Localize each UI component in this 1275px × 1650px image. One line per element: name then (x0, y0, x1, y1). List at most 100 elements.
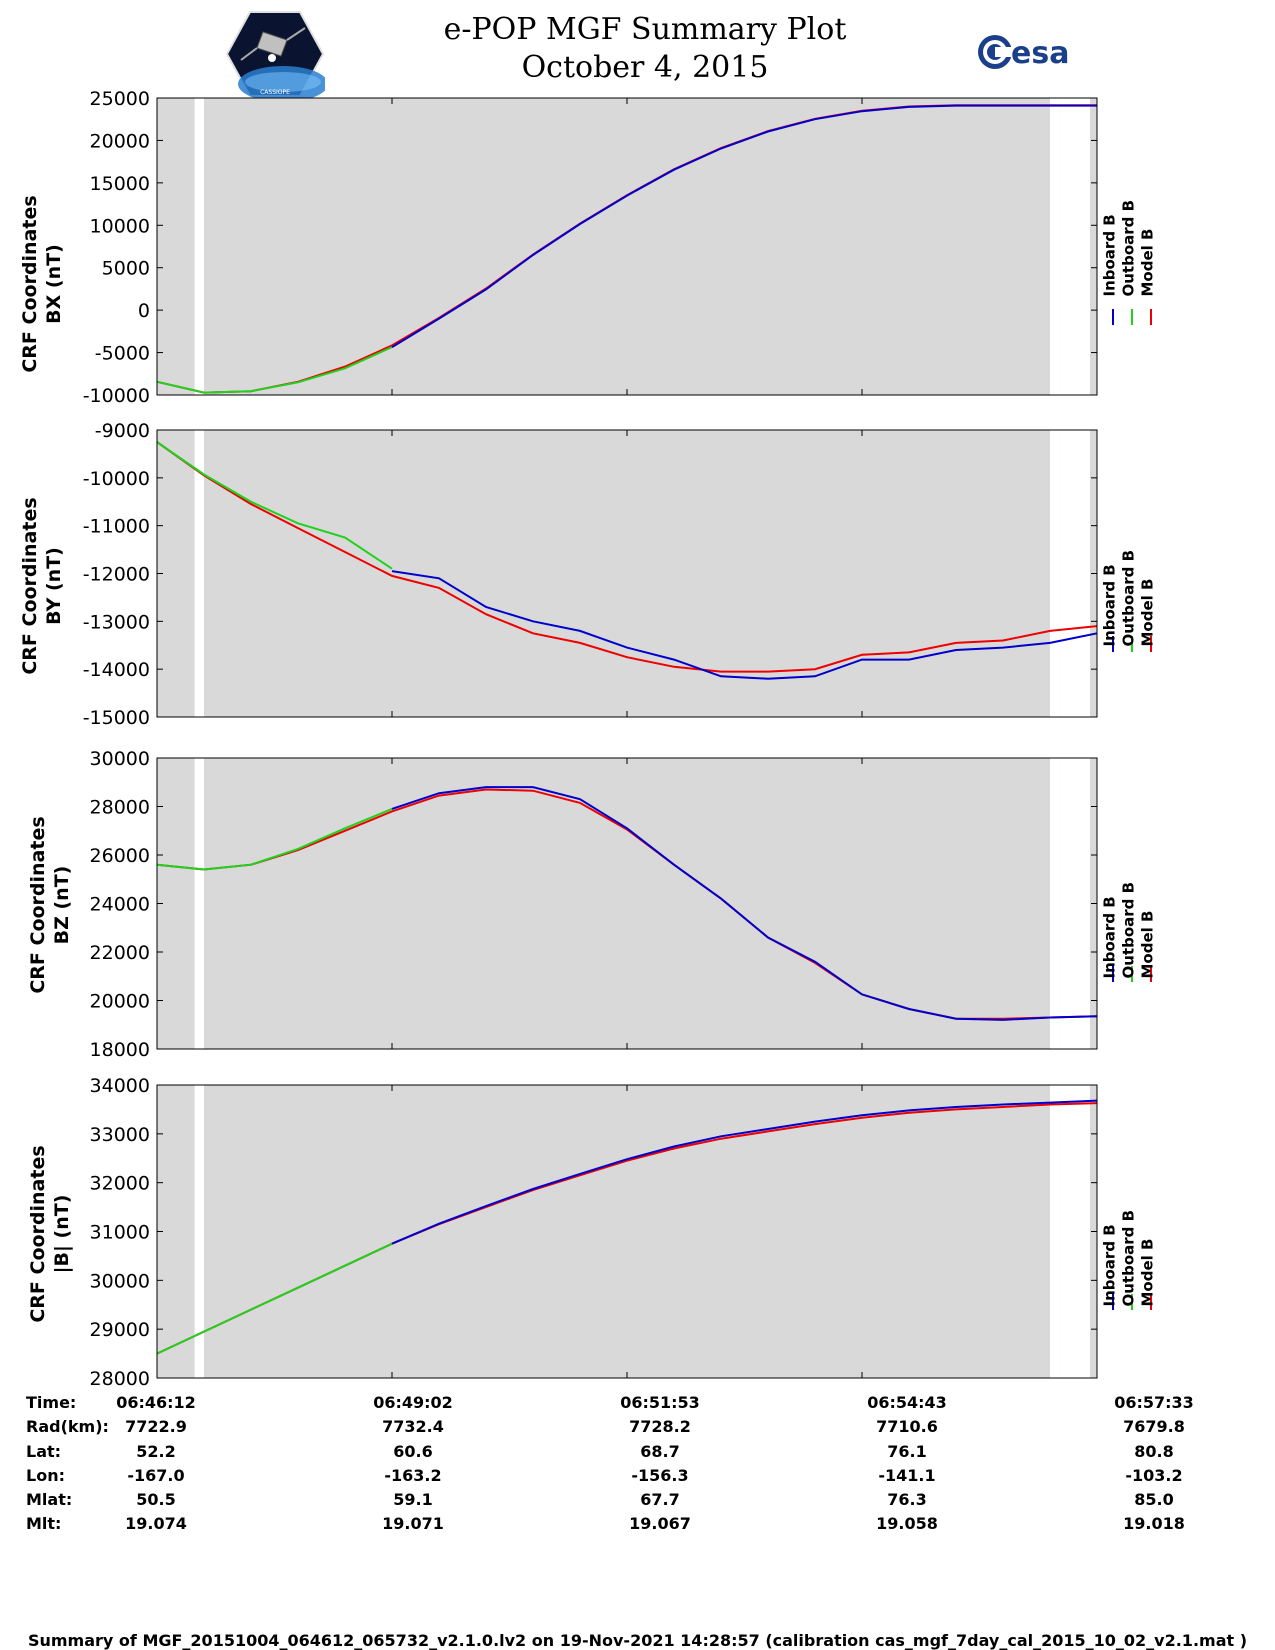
data-gap (194, 430, 204, 717)
plot-background (157, 430, 1097, 717)
info-value: 19.074 (125, 1514, 187, 1533)
y-tick-label: -10000 (83, 385, 150, 407)
y-tick-label: 0 (138, 300, 150, 322)
y-tick-label: -14000 (83, 659, 150, 681)
info-value: -103.2 (1125, 1466, 1183, 1485)
info-value: 67.7 (640, 1490, 680, 1509)
info-row-mlt: Mlt: 19.074 19.071 19.067 19.058 19.018 (0, 1514, 1275, 1538)
info-value: 7722.9 (125, 1417, 187, 1436)
info-value: -141.1 (878, 1466, 936, 1485)
y-tick-label: 30000 (90, 748, 150, 770)
series-line-outboard-b (156, 441, 393, 570)
summary-footer: Summary of MGF_20151004_064612_065732_v2… (27, 1631, 1248, 1650)
info-value: -167.0 (127, 1466, 185, 1485)
y-tick-label: 18000 (90, 1039, 150, 1061)
info-value: 06:49:02 (373, 1393, 453, 1412)
info-value: 60.6 (393, 1442, 433, 1461)
unshaded-region (1059, 1085, 1090, 1378)
y-tick-label: -10000 (83, 468, 150, 490)
y-tick-label: 31000 (90, 1222, 150, 1244)
y-tick-label: 28000 (90, 797, 150, 819)
info-value: 76.3 (887, 1490, 927, 1509)
bmag-chart: 28000 29000 30000 31000 32000 33000 34000 (90, 1075, 1152, 1390)
data-gap (1050, 98, 1060, 395)
series-line-outboard-b (156, 1242, 393, 1355)
unshaded-region (1059, 98, 1090, 395)
info-label: Time: (26, 1393, 77, 1412)
series-line-inboard-b (391, 570, 1098, 680)
cassiope-logo-text: CASSIOPE (260, 89, 290, 96)
info-row-lon: Lon: -167.0 -163.2 -156.3 -141.1 -103.2 (0, 1466, 1275, 1490)
y-tick-label: -9000 (95, 420, 150, 442)
info-value: -156.3 (631, 1466, 689, 1485)
y-tick-label: 29000 (90, 1319, 150, 1341)
y-tick-label: 28000 (90, 1368, 150, 1390)
info-value: 68.7 (640, 1442, 680, 1461)
plot-frame (156, 97, 1098, 396)
y-tick-label: 20000 (90, 130, 150, 152)
info-value: 19.058 (876, 1514, 938, 1533)
esa-logo-text: esa (1011, 36, 1069, 71)
plot-date: October 4, 2015 (521, 50, 769, 85)
info-value: 06:57:33 (1114, 1393, 1194, 1412)
y-tick-label: -11000 (83, 516, 150, 538)
info-value: 19.067 (629, 1514, 691, 1533)
info-row-time: Time: 06:46:12 06:49:02 06:51:53 06:54:4… (0, 1393, 1275, 1417)
data-gap (1050, 758, 1060, 1049)
esa-logo: esa (975, 32, 1090, 72)
series-line-inboard-b (391, 786, 1098, 1021)
plot-background (157, 1085, 1097, 1378)
info-value: 76.1 (887, 1442, 927, 1461)
info-label: Mlat: (26, 1490, 73, 1509)
info-value: 7679.8 (1123, 1417, 1185, 1436)
y-tick-label: -15000 (83, 707, 150, 729)
info-value: 06:46:12 (116, 1393, 196, 1412)
y-tick-label: 32000 (90, 1173, 150, 1195)
info-value: 85.0 (1134, 1490, 1174, 1509)
legend-model-label: Model B (1138, 1238, 1157, 1307)
bx-chart: -10000 -5000 0 5000 10000 15000 20000 25000 (83, 88, 1152, 407)
y-tick-label: 5000 (102, 258, 150, 280)
series-line-inboard-b (391, 104, 1097, 348)
info-value: 19.071 (382, 1514, 444, 1533)
info-label: Lat: (26, 1442, 62, 1461)
y-tick-label: 10000 (90, 215, 150, 237)
y-tick-label: 26000 (90, 845, 150, 867)
y-tick-label: 34000 (90, 1075, 150, 1097)
y-tick-label: -12000 (83, 564, 150, 586)
plot-background (157, 98, 1097, 395)
info-row-lat: Lat: 52.2 60.6 68.7 76.1 80.8 (0, 1442, 1275, 1466)
series-line-inboard-b (391, 1099, 1098, 1245)
info-value: 7710.6 (876, 1417, 938, 1436)
info-value: 7732.4 (382, 1417, 444, 1436)
y-tick-label: -13000 (83, 611, 150, 633)
y-tick-label: 30000 (90, 1270, 150, 1292)
info-value: -163.2 (384, 1466, 442, 1485)
info-row-radius: Rad(km): 7722.9 7732.4 7728.2 7710.6 767… (0, 1417, 1275, 1441)
y-tick-label: 25000 (90, 88, 150, 110)
bz-chart: 18000 20000 22000 24000 26000 28000 30000 (90, 748, 1152, 1061)
data-gap (194, 1085, 204, 1378)
y-tick-label: 24000 (90, 894, 150, 916)
info-value: 7728.2 (629, 1417, 691, 1436)
plot-frame (156, 757, 1098, 1050)
data-gap (1050, 430, 1060, 717)
y-tick-label: 15000 (90, 173, 150, 195)
series-line-outboard-b (156, 346, 393, 394)
info-value: 19.018 (1123, 1514, 1185, 1533)
cassiope-satellite-logo: CASSIOPE (225, 10, 328, 102)
unshaded-region (1059, 758, 1090, 1049)
info-value: 06:51:53 (620, 1393, 700, 1412)
series-line-model-b (156, 441, 1098, 673)
data-gap (194, 98, 204, 395)
unshaded-region (1059, 430, 1090, 717)
plot-title: e-POP MGF Summary Plot (443, 12, 847, 47)
info-value: 52.2 (136, 1442, 176, 1461)
data-gap (194, 758, 204, 1049)
data-gap (1050, 1085, 1060, 1378)
legend-outboard-label: Outboard B (1119, 1209, 1138, 1307)
by-chart: -15000 -14000 -13000 -12000 -11000 -10000 -900… (83, 420, 1152, 729)
info-label: Rad(km): (26, 1417, 109, 1436)
y-tick-label: 33000 (90, 1124, 150, 1146)
